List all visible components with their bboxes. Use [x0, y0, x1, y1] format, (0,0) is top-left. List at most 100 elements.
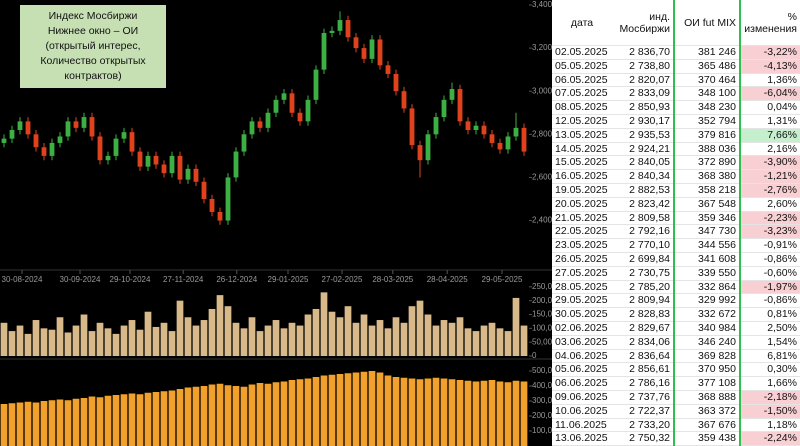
bar	[192, 386, 200, 446]
candle-body	[457, 89, 463, 122]
bar	[512, 297, 520, 356]
candle-body	[41, 147, 47, 156]
bar	[216, 383, 224, 446]
bar	[320, 292, 328, 356]
table-cell: 05.05.2025	[552, 59, 612, 74]
candle-body	[129, 132, 135, 152]
bar	[336, 317, 344, 356]
candle-body	[121, 132, 127, 139]
table-row: 08.05.2025 2 850,93 348 230 0,04%	[552, 100, 800, 115]
bar	[384, 375, 392, 446]
annotation-line: Индекс Мосбиржи	[48, 10, 138, 22]
table-cell: 340 984	[673, 321, 741, 336]
y-tick-label: 2,400	[532, 216, 552, 225]
x-tick-label: 28-04-2025	[427, 275, 468, 284]
table-cell: 2 770,10	[612, 238, 674, 253]
table-row: 22.05.2025 2 792,16 347 730 -3,23%	[552, 224, 800, 240]
candle-body	[345, 20, 351, 38]
candle-body	[161, 164, 167, 174]
x-tick-label: 29-05-2025	[482, 275, 523, 284]
table-cell: -4,13%	[740, 59, 800, 74]
bar	[160, 391, 168, 446]
candle-body	[361, 48, 367, 59]
candle-body	[193, 168, 199, 182]
table-cell: 365 486	[673, 59, 741, 74]
table-cell: 26.05.2025	[552, 252, 612, 267]
table-cell: 332 864	[673, 280, 741, 295]
candle-body	[481, 125, 487, 135]
table-cell: 04.06.2025	[552, 349, 612, 364]
table-cell: 368 380	[673, 169, 741, 184]
annotation-line: контрактов)	[64, 70, 122, 82]
bar	[424, 378, 432, 446]
bar	[96, 397, 104, 446]
bar	[296, 325, 304, 356]
bar	[272, 320, 280, 356]
candle-body	[425, 134, 431, 161]
table-cell: 388 036	[673, 142, 741, 157]
table-cell: 367 676	[673, 418, 741, 433]
candle-body	[185, 168, 191, 180]
table-cell: 2 699,84	[612, 252, 674, 267]
candle-body	[289, 93, 295, 113]
bar	[520, 381, 528, 446]
bar	[144, 311, 152, 356]
bar	[376, 372, 384, 446]
table-cell: 348 230	[673, 100, 741, 115]
bar	[256, 383, 264, 446]
table-cell: 339 550	[673, 266, 741, 281]
bar	[368, 371, 376, 446]
bar	[496, 381, 504, 446]
bar	[424, 314, 432, 356]
table-cell: 2 833,09	[612, 86, 674, 102]
table-cell: 07.05.2025	[552, 86, 612, 102]
table-cell: 1,54%	[740, 335, 800, 350]
bar	[448, 322, 456, 356]
bar	[392, 377, 400, 446]
table-cell: 369 828	[673, 349, 741, 364]
table-cell: 2,60%	[740, 197, 800, 212]
bar	[200, 320, 208, 356]
bar	[48, 400, 56, 446]
table-row: 03.06.2025 2 834,06 346 240 1,54%	[552, 335, 800, 350]
candle-body	[273, 99, 279, 113]
header-row: дата инд. Мосбиржи ОИ fut MIX% изменения	[552, 0, 800, 46]
bar	[312, 308, 320, 356]
table-cell: 2 722,37	[612, 404, 674, 419]
table-cell: -0,86%	[740, 293, 800, 309]
bar	[152, 392, 160, 446]
candle-body	[225, 177, 231, 221]
bar	[304, 314, 312, 356]
table-cell: 2 730,75	[612, 266, 674, 281]
bar	[80, 314, 88, 356]
table-cell: 13.05.2025	[552, 128, 612, 143]
candle-body	[417, 145, 423, 161]
table-row: 19.05.2025 2 882,53 358 218 -2,76%	[552, 183, 800, 198]
candle-body	[105, 155, 111, 161]
bar	[240, 328, 248, 356]
candle-body	[233, 151, 239, 178]
table-cell: 2 738,80	[612, 59, 674, 74]
candle-body	[513, 127, 519, 137]
table-cell: 348 100	[673, 86, 741, 102]
bar	[40, 328, 48, 356]
table-cell: 05.06.2025	[552, 362, 612, 378]
bar	[136, 329, 144, 356]
candle-body	[241, 134, 247, 152]
table-cell: -3,22%	[740, 45, 800, 60]
bar	[400, 322, 408, 356]
bar	[384, 328, 392, 356]
bar	[112, 395, 120, 446]
table-cell: 358 218	[673, 183, 741, 198]
table-cell: 06.05.2025	[552, 73, 612, 88]
candle-body	[17, 121, 23, 131]
bar	[160, 322, 168, 356]
bar	[328, 374, 336, 446]
table-cell: 1,31%	[740, 114, 800, 129]
bar	[272, 382, 280, 446]
table-cell: 2 930,17	[612, 114, 674, 129]
table-row: 29.05.2025 2 809,94 329 992 -0,86%	[552, 293, 800, 309]
table-cell: 2 850,93	[612, 100, 674, 115]
table-cell: -3,23%	[740, 224, 800, 240]
candle-body	[401, 91, 407, 109]
